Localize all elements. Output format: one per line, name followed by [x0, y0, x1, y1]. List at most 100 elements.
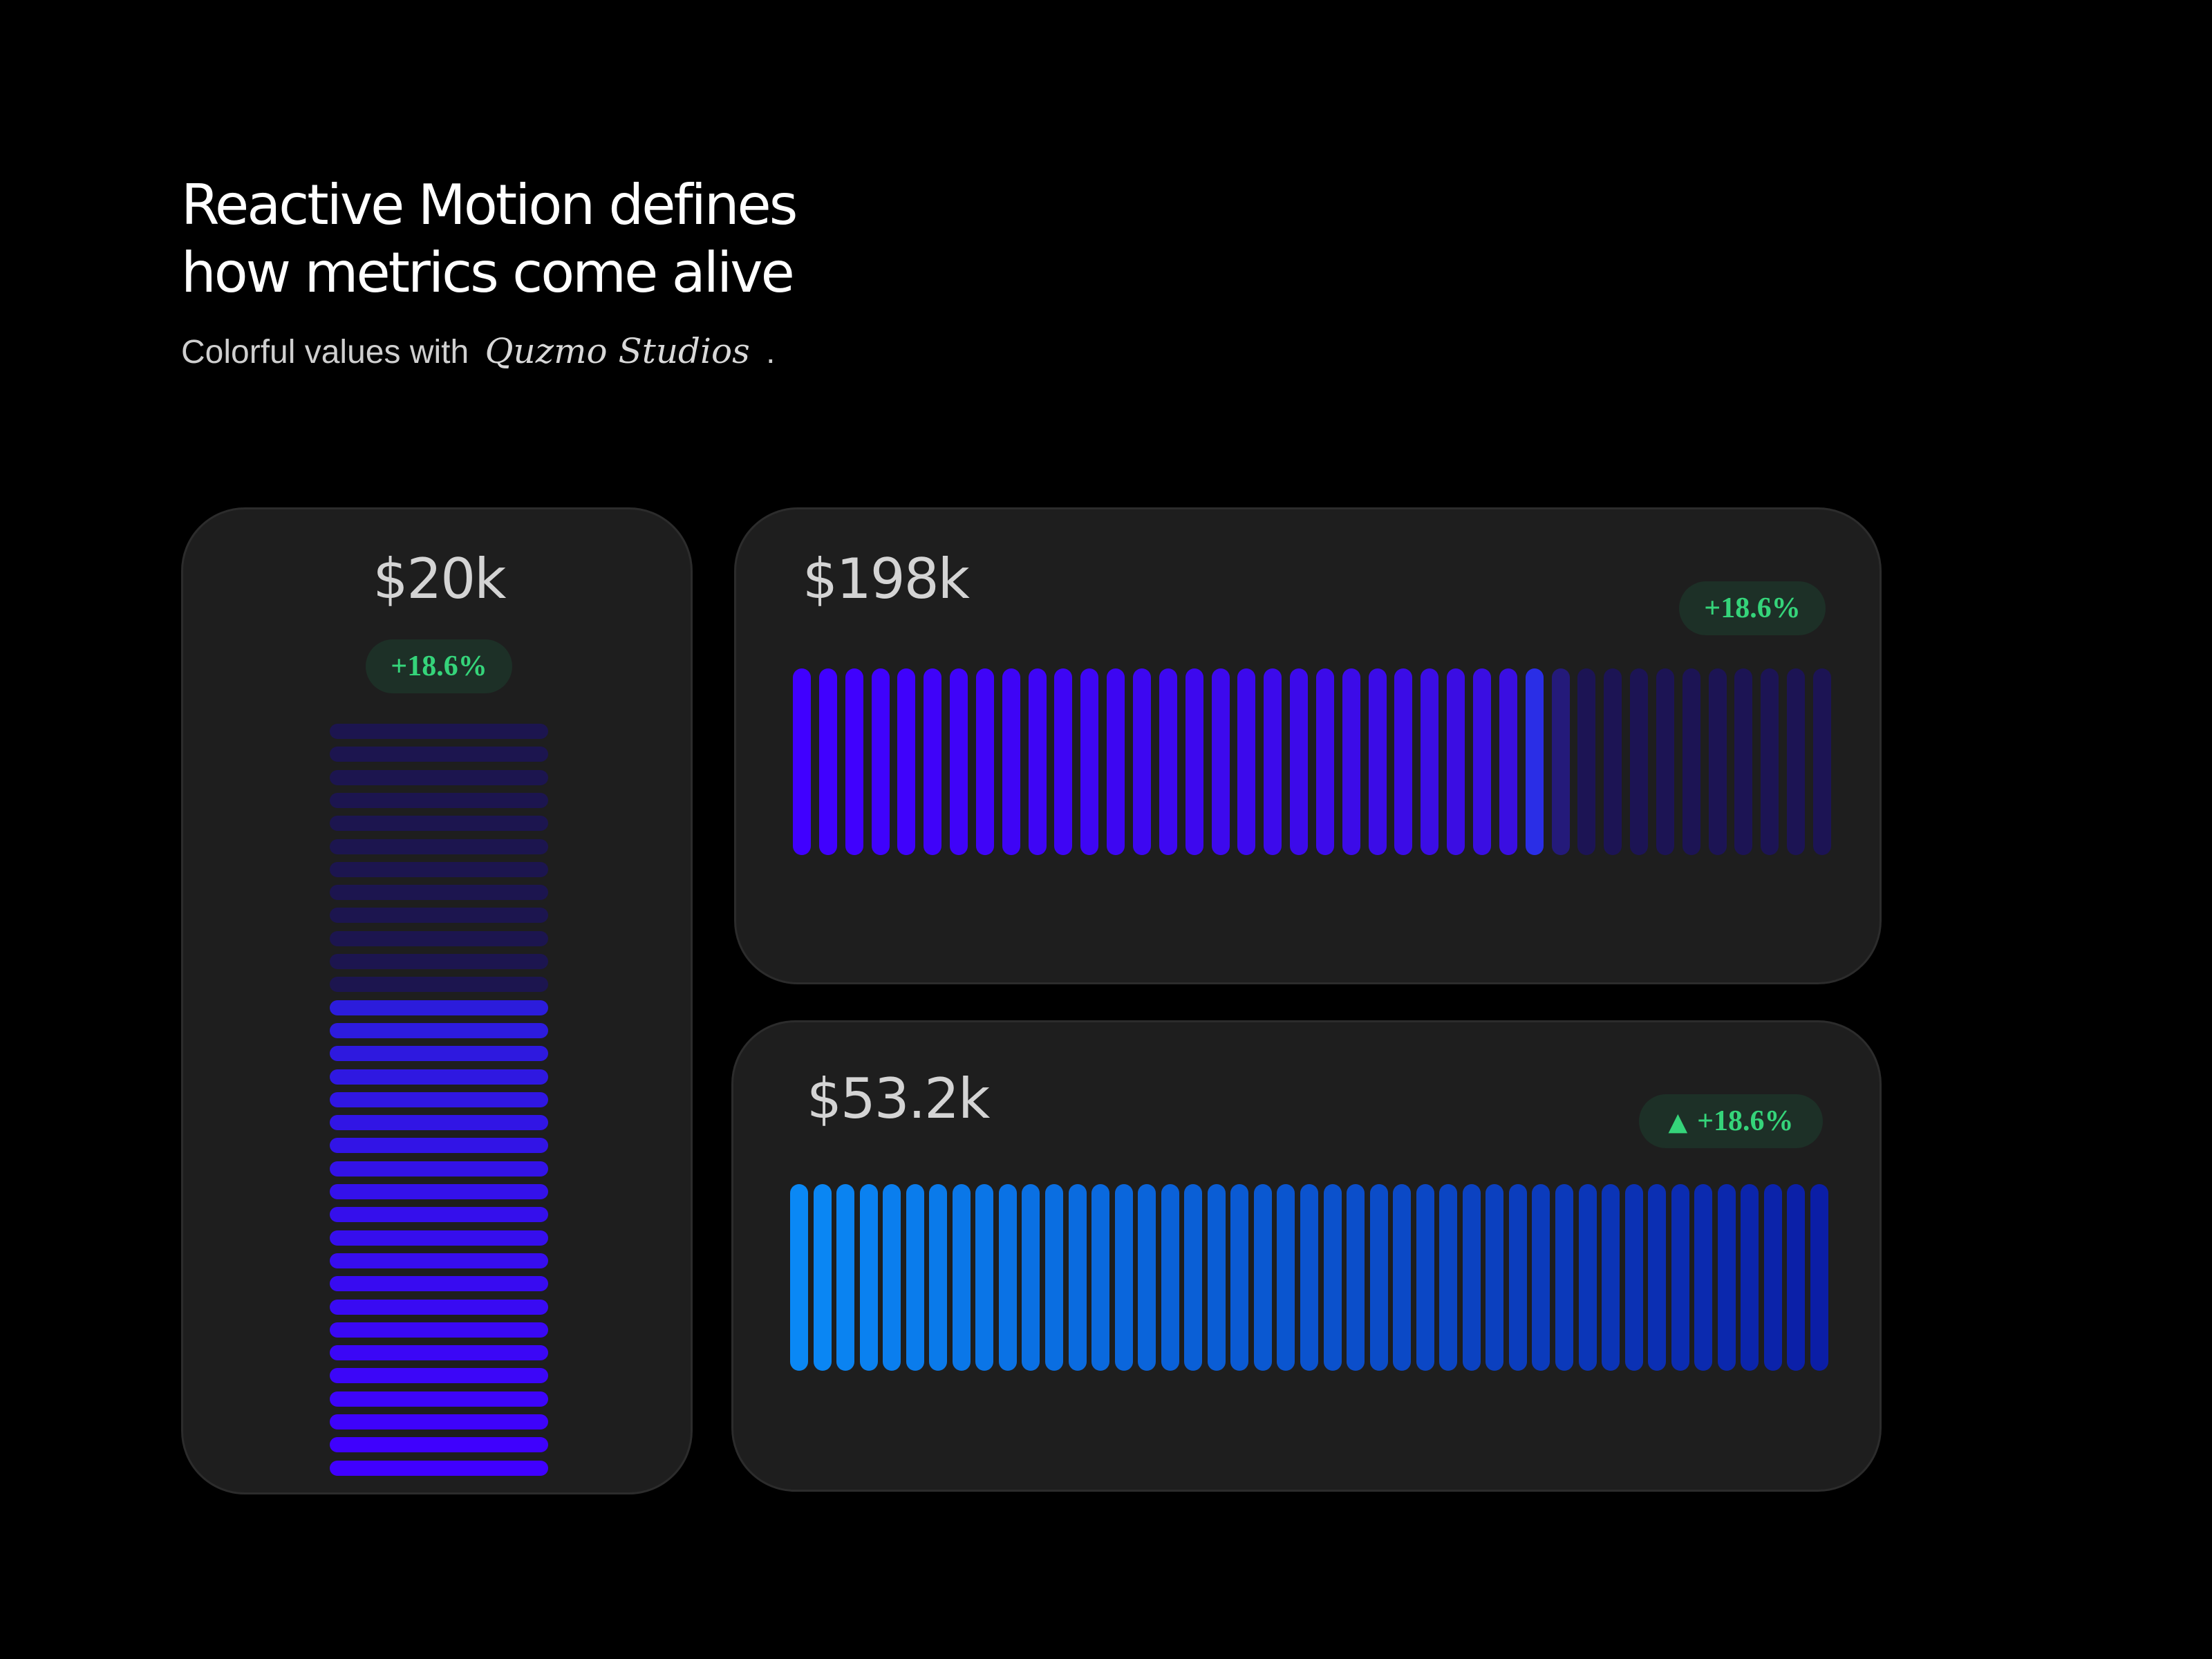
- meter-column: [1525, 668, 1544, 855]
- meter-column: [929, 1184, 948, 1371]
- meter-column: [975, 1184, 994, 1371]
- meter-column: [818, 668, 837, 855]
- meter-column: [1091, 1184, 1110, 1371]
- meter-column: [1578, 1184, 1597, 1371]
- meter-segment: [330, 1069, 548, 1085]
- meter-column: [1717, 1184, 1736, 1371]
- metric-card-vertical: $20k +18.6%: [181, 507, 693, 1494]
- meter-column: [1277, 1184, 1295, 1371]
- meter-column: [1028, 668, 1047, 855]
- horizontal-bar-meter: [793, 668, 1831, 855]
- meter-segment: [330, 1230, 548, 1246]
- meter-segment: [330, 838, 548, 854]
- meter-column: [1416, 1184, 1434, 1371]
- change-badge: ▲ +18.6%: [1639, 1094, 1823, 1148]
- meter-column: [1184, 1184, 1203, 1371]
- metric-card-top: $198k +18.6%: [734, 507, 1882, 984]
- headline-line-1: Reactive Motion defines: [181, 173, 798, 237]
- meter-column: [975, 668, 994, 855]
- meter-segment: [330, 1299, 548, 1315]
- headline: Reactive Motion defines how metrics come…: [181, 171, 798, 307]
- meter-column: [1741, 1184, 1759, 1371]
- metric-value: $53.2k: [807, 1067, 990, 1131]
- meter-segment: [330, 1460, 548, 1476]
- meter-column: [793, 668, 811, 855]
- meter-column: [1648, 1184, 1667, 1371]
- trend-up-icon: ▲: [1668, 1108, 1688, 1136]
- subline-suffix: .: [766, 334, 776, 371]
- meter-column: [1630, 668, 1649, 855]
- meter-column: [1499, 668, 1517, 855]
- metric-card-bottom: $53.2k ▲ +18.6%: [731, 1020, 1882, 1492]
- meter-column: [1708, 668, 1727, 855]
- meter-segment: [330, 747, 548, 762]
- metric-value: $20k: [373, 547, 506, 611]
- meter-segment: [330, 1207, 548, 1223]
- meter-segment: [330, 1091, 548, 1107]
- meter-column: [1671, 1184, 1689, 1371]
- change-badge-label: +18.6%: [1704, 592, 1801, 624]
- meter-column: [845, 668, 863, 855]
- meter-column: [1080, 668, 1099, 855]
- meter-column: [1602, 1184, 1620, 1371]
- meter-segment: [330, 954, 548, 969]
- meter-column: [1054, 668, 1073, 855]
- meter-column: [813, 1184, 832, 1371]
- meter-column: [1532, 1184, 1550, 1371]
- meter-segment: [330, 792, 548, 808]
- meter-column: [1315, 668, 1334, 855]
- meter-column: [1347, 1184, 1365, 1371]
- change-badge-label: +18.6%: [1697, 1105, 1794, 1137]
- meter-column: [1211, 668, 1230, 855]
- meter-segment: [330, 769, 548, 785]
- meter-column: [1159, 668, 1177, 855]
- subline: Colorful values with Quzmo Studios .: [181, 330, 775, 373]
- meter-column: [1787, 1184, 1806, 1371]
- meter-segment: [330, 1022, 548, 1038]
- horizontal-bar-meter: [790, 1184, 1828, 1371]
- meter-column: [883, 1184, 901, 1371]
- meter-column: [1810, 1184, 1828, 1371]
- meter-segment: [330, 1184, 548, 1199]
- meter-column: [1107, 668, 1125, 855]
- meter-column: [1369, 1184, 1388, 1371]
- meter-column: [1462, 1184, 1481, 1371]
- meter-column: [1656, 668, 1674, 855]
- meter-column: [790, 1184, 808, 1371]
- meter-column: [1787, 668, 1806, 855]
- meter-column: [1230, 1184, 1249, 1371]
- meter-segment: [330, 885, 548, 901]
- meter-column: [1045, 1184, 1063, 1371]
- meter-column: [1133, 668, 1151, 855]
- meter-column: [1439, 1184, 1458, 1371]
- meter-column: [1002, 668, 1020, 855]
- meter-segment: [330, 1046, 548, 1062]
- meter-column: [1604, 668, 1622, 855]
- meter-segment: [330, 1322, 548, 1338]
- brand-name: Quzmo Studios: [485, 331, 750, 371]
- meter-column: [871, 668, 890, 855]
- meter-segment: [330, 1000, 548, 1015]
- meter-segment: [330, 1368, 548, 1384]
- meter-column: [950, 668, 968, 855]
- headline-line-2: how metrics come alive: [181, 241, 795, 305]
- meter-column: [1323, 1184, 1342, 1371]
- meter-column: [1114, 1184, 1133, 1371]
- meter-segment: [330, 930, 548, 946]
- meter-segment: [330, 908, 548, 924]
- meter-segment: [330, 724, 548, 739]
- meter-column: [1368, 668, 1387, 855]
- change-badge: +18.6%: [1679, 581, 1826, 635]
- meter-column: [1290, 668, 1309, 855]
- meter-column: [1508, 1184, 1527, 1371]
- meter-column: [1138, 1184, 1156, 1371]
- meter-column: [1022, 1184, 1040, 1371]
- meter-column: [1185, 668, 1203, 855]
- meter-segment: [330, 1161, 548, 1177]
- meter-column: [1813, 668, 1831, 855]
- meter-column: [1161, 1184, 1179, 1371]
- meter-column: [1394, 668, 1413, 855]
- meter-column: [1577, 668, 1596, 855]
- vertical-bar-meter: [330, 724, 548, 1476]
- meter-column: [1694, 1184, 1713, 1371]
